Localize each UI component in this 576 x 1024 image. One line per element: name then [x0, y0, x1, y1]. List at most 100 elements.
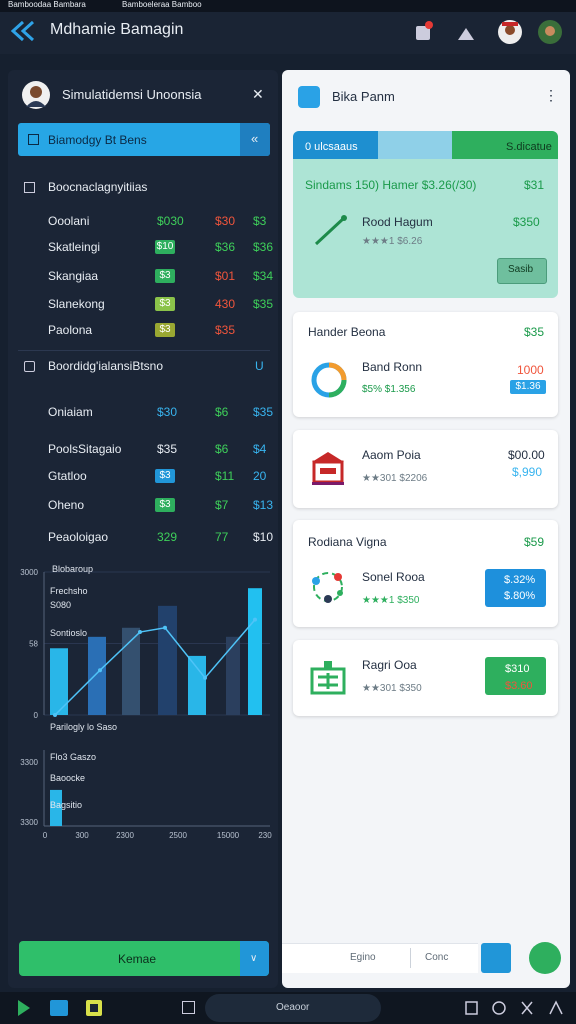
cell-value: $01 [215, 269, 236, 283]
line [54, 619, 256, 716]
chevron: ∨ [250, 953, 258, 964]
tab[interactable]: Bamboodaa Bambara [8, 0, 86, 9]
chart-label: Parilogly lo Saso [50, 722, 117, 732]
chevron: « [251, 131, 259, 146]
panel-title: Bika Panm [332, 89, 395, 104]
chart-label: Flo3 Gaszo [50, 752, 96, 762]
taskbar-apps[interactable] [12, 996, 107, 1020]
cell-value: $030 [157, 214, 184, 228]
header-icons [416, 20, 562, 44]
cell-value: $35 [215, 323, 236, 337]
cell-value: $11 [215, 469, 235, 483]
summary-button[interactable] [497, 258, 547, 284]
y-axis-label: 3000 [20, 568, 38, 577]
action-button[interactable] [481, 943, 511, 973]
cell-value: $6 [215, 442, 229, 456]
menu-button[interactable]: ⋮ [544, 87, 558, 103]
section-badge: U [255, 359, 264, 373]
tab-label: S.dicatue [506, 141, 552, 153]
tab[interactable]: Bamboeleraa Bamboo [122, 0, 202, 9]
back-button[interactable] [10, 20, 40, 42]
item-badge: $1.36 [510, 380, 546, 394]
primary-button[interactable] [19, 941, 269, 976]
card-value: $59 [524, 535, 545, 549]
dropdown-button[interactable] [240, 941, 269, 976]
item-name: Sonel Rooa [362, 570, 425, 584]
search-toggle[interactable] [240, 123, 270, 156]
cell-value: 430 [215, 297, 236, 311]
cell-value: 329 [157, 530, 178, 544]
cell-value: $4 [253, 442, 267, 456]
row-label: Oheno [48, 498, 85, 512]
tab-segment[interactable] [378, 131, 452, 159]
summary-title: Sindams 150) Hamer $3.26(/30) [305, 178, 477, 192]
chart-label: Sontioslo [50, 628, 87, 638]
cell-badge: $3 [155, 297, 175, 311]
stat-value: $.80% [504, 590, 536, 602]
header [0, 12, 576, 54]
section-icon [24, 182, 35, 193]
cell-badge: $3 [155, 498, 175, 512]
y-axis-label: 3300 [20, 818, 38, 827]
cell-value: $35 [253, 297, 274, 311]
y-axis-label: 58 [29, 640, 38, 649]
chart-label: Bagsitio [50, 800, 82, 810]
stat-value: $.32% [504, 574, 536, 586]
task-view[interactable] [182, 1001, 195, 1014]
bar [188, 655, 206, 715]
tab-segment[interactable] [293, 131, 378, 159]
footer-bar [282, 943, 478, 973]
cell-badge: $10 [155, 240, 175, 254]
row-label: Gtatloo [48, 469, 87, 483]
x-axis-label: 300 [75, 831, 89, 840]
row-label: Ooolani [48, 214, 90, 228]
x-axis-label: 0 [43, 831, 48, 840]
bar [50, 648, 68, 715]
bar [248, 588, 262, 715]
cell-value: $30 [157, 405, 178, 419]
cell-value: $36 [253, 240, 274, 254]
footer-item[interactable]: Egino [350, 952, 376, 963]
section-icon [24, 361, 35, 372]
item-sub: ★★301 $2206 [362, 473, 428, 484]
divider [18, 350, 270, 351]
fab-button[interactable] [529, 942, 561, 974]
item-name: Rood Hagum [362, 215, 433, 229]
row-label: Oniaiam [48, 405, 93, 419]
card [293, 430, 558, 508]
row-label: PoolsSitagaio [48, 442, 122, 456]
item-name: Ragri Ooa [362, 658, 417, 672]
tab-segment[interactable] [452, 131, 558, 159]
item-sub: ★★★1 $6.26 [362, 236, 423, 247]
taskbar-search[interactable] [205, 994, 381, 1022]
donut-icon [311, 362, 347, 398]
header-title: Mdhamie Bamagin [50, 21, 184, 38]
chart-label: S080 [50, 600, 71, 610]
line-point [163, 625, 167, 630]
search-text: Biamodgy Bt Bens [48, 133, 147, 147]
tray-icons[interactable] [462, 998, 570, 1018]
item-name: Band Ronn [362, 360, 423, 374]
row-label: Paolona [48, 323, 93, 337]
search-icon [28, 134, 39, 145]
bar [226, 636, 240, 715]
bar [88, 636, 106, 715]
search-bar[interactable] [18, 123, 270, 156]
x-axis-label: 230 [258, 831, 272, 840]
card-value: $35 [524, 325, 545, 339]
cell-badge: $3 [155, 269, 175, 283]
y-axis-label: 3300 [20, 758, 38, 767]
search-text: Oeaoor [276, 1002, 310, 1013]
x-axis-label: 2300 [116, 831, 134, 840]
line-point [98, 668, 102, 673]
close-button[interactable]: ✕ [252, 86, 264, 102]
row-label: Skangiaa [48, 269, 99, 283]
cell-value: $34 [253, 269, 274, 283]
table-icon [310, 661, 346, 695]
panel-title: Simulatidemsi Unoonsia [62, 87, 202, 102]
button-label: Kemae [118, 952, 157, 966]
status-strip [0, 0, 576, 12]
card-title: Rodiana Vigna [308, 535, 387, 549]
footer-item[interactable]: Conc [425, 952, 449, 963]
